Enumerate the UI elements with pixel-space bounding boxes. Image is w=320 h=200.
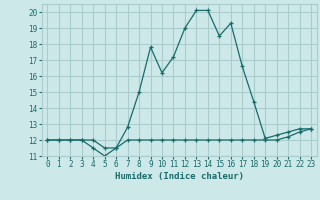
X-axis label: Humidex (Indice chaleur): Humidex (Indice chaleur) <box>115 172 244 181</box>
